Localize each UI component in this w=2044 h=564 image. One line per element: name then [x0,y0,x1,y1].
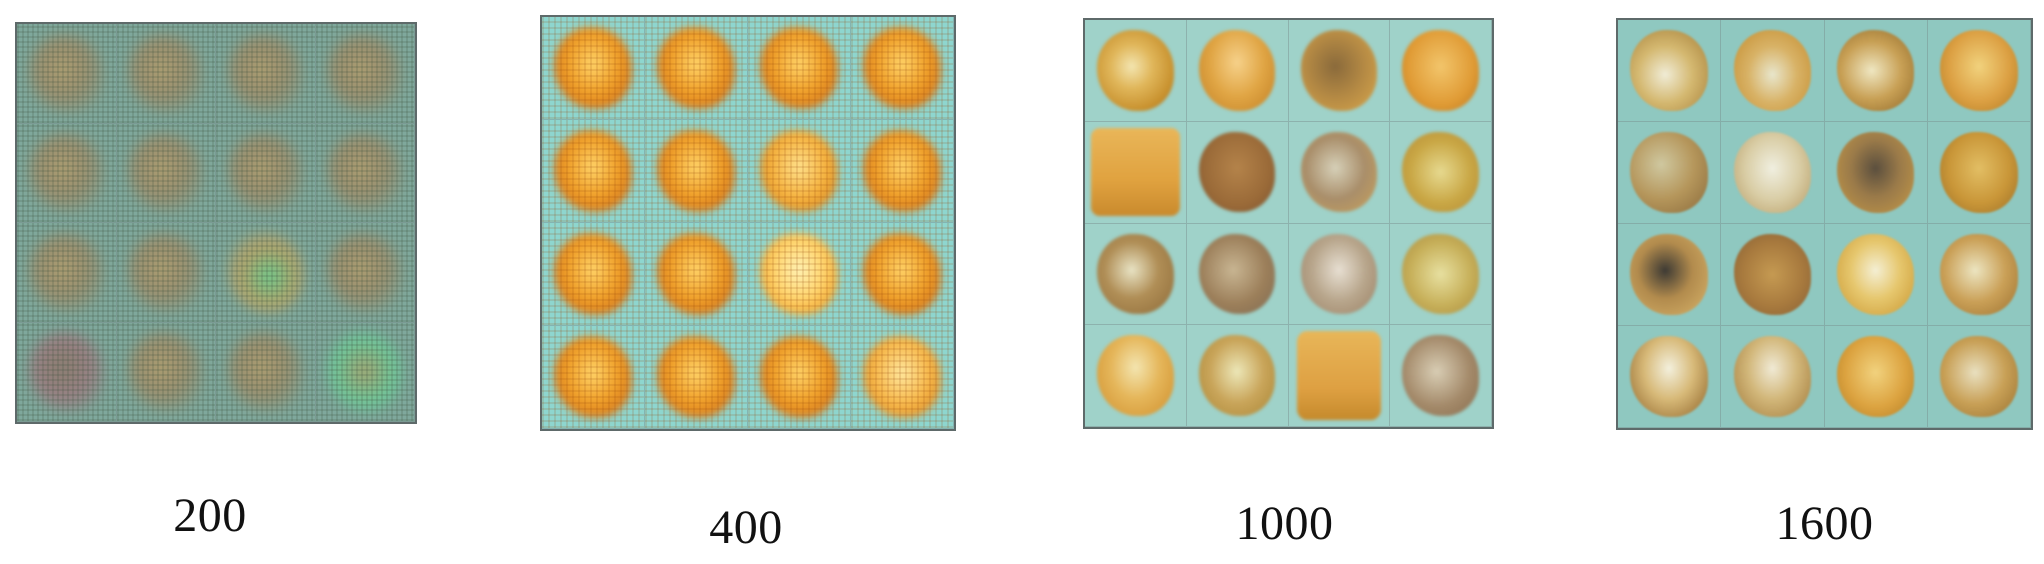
generated-image-tile [1721,326,1825,428]
generated-image-tile [645,326,748,429]
generated-image-tile [645,223,748,326]
generated-image-tile [1390,325,1492,427]
generated-image-tile [116,322,216,422]
generated-image-tile [216,322,316,422]
generated-image-tile [315,24,415,124]
generated-image-tile [1721,122,1825,224]
generated-image-tile [216,24,316,124]
generated-image-tile [748,120,851,223]
generated-image-tile [1085,121,1187,224]
generated-image-tile [1085,223,1187,326]
image-grid-1000 [1083,18,1494,429]
generated-image-tile [748,326,851,429]
image-grid-200 [15,22,417,424]
epoch-label: 400 [709,501,783,554]
generated-image-tile [1927,326,2031,428]
generated-image-tile [1927,122,2031,224]
generated-image-tile [116,24,216,124]
generated-image-tile [1288,223,1391,326]
generated-image-tile [1824,224,1928,326]
image-grid-400 [540,15,956,431]
generated-image-tile [851,326,954,429]
generated-image-tile [542,120,645,223]
generated-image-tile [1721,224,1825,326]
generated-image-tile [1085,325,1187,427]
generated-image-tile [216,223,316,323]
generated-image-tile [645,120,748,223]
generated-image-tile [1824,20,1928,122]
generated-image-tile [542,223,645,326]
generated-image-tile [1186,121,1289,224]
panel-1000: 1000 [1083,0,1503,564]
generated-image-tile [1186,325,1289,427]
generated-image-tile [1927,20,2031,122]
generated-image-tile [1288,20,1391,122]
generated-image-tile [1390,223,1492,326]
epoch-label: 200 [173,489,247,542]
generated-image-tile [315,223,415,323]
generated-image-tile [851,223,954,326]
generated-image-tile [17,322,117,422]
generated-image-tile [1390,20,1492,122]
generated-image-tile [1288,325,1391,427]
generated-image-tile [1085,20,1187,122]
generated-image-tile [17,223,117,323]
generated-image-tile [216,123,316,223]
generated-image-tile [851,120,954,223]
epoch-label: 1600 [1775,497,1874,550]
generated-image-tile [1618,20,1722,122]
generated-image-tile [1618,224,1722,326]
generated-image-tile [315,322,415,422]
generated-image-tile [1721,20,1825,122]
generated-image-tile [17,24,117,124]
panel-1600: 1600 [1616,0,2036,564]
generated-image-tile [1186,223,1289,326]
generated-image-tile [315,123,415,223]
generated-image-tile [116,123,216,223]
image-grid-1600 [1616,18,2033,430]
generated-image-tile [748,17,851,120]
generated-image-tile [116,223,216,323]
generated-image-tile [851,17,954,120]
generated-image-tile [1390,121,1492,224]
panel-400: 400 [540,0,960,564]
epoch-label: 1000 [1235,497,1334,550]
generated-image-tile [542,326,645,429]
generated-image-tile [748,223,851,326]
generated-image-tile [645,17,748,120]
generated-image-tile [542,17,645,120]
generated-image-tile [1288,121,1391,224]
generated-image-tile [1824,326,1928,428]
generated-image-tile [1824,122,1928,224]
panel-200: 200 [0,0,420,564]
generated-image-tile [1927,224,2031,326]
generated-image-tile [1186,20,1289,122]
generated-image-tile [1618,326,1722,428]
generated-image-tile [1618,122,1722,224]
generated-image-tile [17,123,117,223]
